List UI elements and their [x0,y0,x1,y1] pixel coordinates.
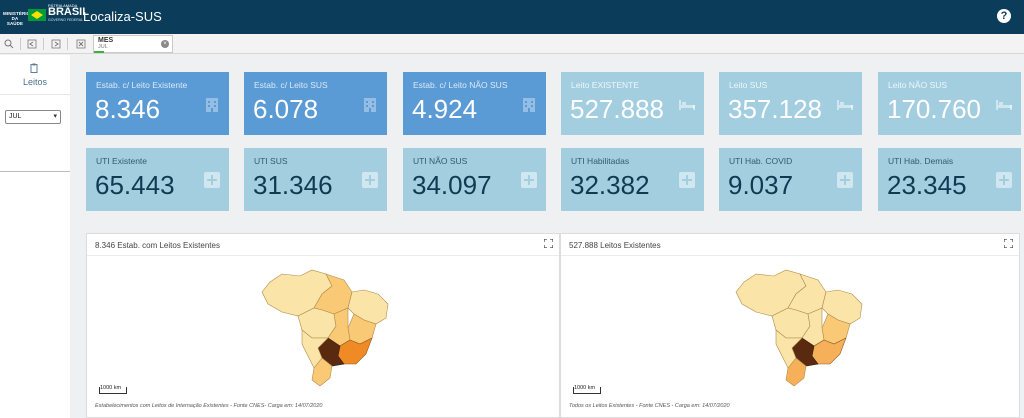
kpi-value: 4.924 [412,94,478,124]
bed-icon [837,100,853,110]
map-region-northeast [821,289,863,325]
clear-selection-icon[interactable]: × [161,40,169,48]
panel-footnote: Estabelecimentos com Leitos de Internaçã… [95,403,323,409]
kpi-card[interactable]: Estab. c/ Leito SUS 6.078 [244,72,387,135]
top-bar: MINISTÉRIO DA SAÚDE PÁTRIA AMADA BRASIL … [0,0,1024,34]
app-title: Localiza-SUS [83,9,162,24]
clear-selections-icon[interactable] [76,39,86,49]
plus-icon [362,172,378,188]
kpi-card[interactable]: UTI Habilitadas 32.382 [561,148,704,211]
hospital-icon [364,98,376,112]
kpi-label: Leito SUS [729,80,768,90]
bed-icon [679,100,695,110]
map-region-northeast [347,289,389,325]
sidebar-tab-leitos[interactable]: Leitos [0,55,70,95]
kpi-label: UTI Hab. COVID [729,156,793,166]
expand-icon[interactable] [544,239,553,248]
kpi-value: 8.346 [95,94,161,124]
step-forward-icon[interactable] [51,39,61,49]
bed-icon [996,100,1012,110]
kpi-label: Estab. c/ Leito SUS [254,80,328,90]
expand-icon[interactable] [1004,239,1013,248]
map-scale-bar [99,387,127,394]
kpi-label: UTI SUS [254,156,288,166]
ministry-logo-text: MINISTÉRIO DA SAÚDE [3,11,31,26]
kpi-label: UTI Habilitadas [571,156,630,166]
map-region-ms [775,329,803,369]
plus-icon [521,172,537,188]
kpi-value: 357.128 [728,94,822,124]
toolbar-divider [67,38,68,50]
kpi-card[interactable]: UTI SUS 31.346 [244,148,387,211]
current-selection-pill[interactable]: MES JUL × [93,35,173,53]
plus-icon [837,172,853,188]
kpi-value: 65.443 [95,170,175,200]
hospital-icon [523,98,535,112]
kpi-card[interactable]: Leito EXISTENTE 527.888 [561,72,704,135]
chevron-down-icon: ▾ [53,113,57,120]
map-scale-label: 1000 km [100,385,122,391]
selection-toolbar: MES JUL × [0,34,1024,54]
plus-icon [996,172,1012,188]
kpi-card[interactable]: Leito SUS 357.128 [719,72,862,135]
sidebar-divider [0,171,70,172]
kpi-value: 23.345 [887,170,967,200]
kpi-value: 32.382 [570,170,650,200]
governo-federal-text: GOVERNO FEDERAL [48,18,84,22]
kpi-value: 9.037 [728,170,794,200]
panel-divider [561,255,1019,256]
selection-field-name: MES [98,37,114,44]
kpi-label: UTI Existente [96,156,148,166]
help-icon[interactable]: ? [997,9,1011,23]
sidebar-tab-label: Leitos [22,77,48,87]
sidebar: Leitos JUL ▾ [0,55,70,418]
map-panel-beds[interactable]: 527.888 Leitos Existentes 1000 km Todos … [560,233,1020,418]
kpi-card[interactable]: Estab. c/ Leito Existente 8.346 [86,72,229,135]
toolbar-divider [20,38,21,50]
toolbar-divider [43,38,44,50]
kpi-label: Estab. c/ Leito Existente [96,80,188,90]
kpi-value: 527.888 [570,94,664,124]
kpi-label: Estab. c/ Leito NÃO SUS [413,80,508,90]
brasil-logo-text: BRASIL [48,6,89,18]
map-scale-label: 1000 km [574,385,596,391]
selection-indicator-bar [94,51,104,53]
brazil-choropleth-map[interactable] [726,264,866,389]
plus-icon [204,172,220,188]
kpi-card[interactable]: Leito NÃO SUS 170.760 [878,72,1021,135]
kpi-value: 6.078 [253,94,319,124]
kpi-card[interactable]: UTI Existente 65.443 [86,148,229,211]
brazil-choropleth-map[interactable] [252,264,392,389]
brazil-flag-icon [28,9,46,21]
panel-title: 527.888 Leitos Existentes [569,241,661,250]
kpi-card[interactable]: UTI NÃO SUS 34.097 [403,148,546,211]
kpi-label: UTI NÃO SUS [413,156,468,166]
kpi-label: Leito NÃO SUS [888,80,948,90]
panel-title: 8.346 Estab. com Leitos Existentes [95,241,220,250]
kpi-label: Leito EXISTENTE [571,80,640,90]
kpi-card[interactable]: UTI Hab. COVID 9.037 [719,148,862,211]
panel-footnote: Todos os Leitos Existentes - Fonte CNES … [569,403,730,409]
kpi-card[interactable]: UTI Hab. Demais 23.345 [878,148,1021,211]
kpi-value: 170.760 [887,94,981,124]
selection-field-value: JUL [98,44,108,50]
kpi-value: 31.346 [253,170,333,200]
map-scale-bar [573,387,601,394]
plus-icon [679,172,695,188]
step-back-icon[interactable] [27,39,37,49]
map-region-ms [301,329,329,369]
hospital-icon [206,98,218,112]
kpi-card[interactable]: Estab. c/ Leito NÃO SUS 4.924 [403,72,546,135]
kpi-value: 34.097 [412,170,492,200]
panel-divider [87,255,559,256]
map-panel-establishments[interactable]: 8.346 Estab. com Leitos Existentes 1000 … [86,233,560,418]
month-select-value: JUL [9,113,22,120]
kpi-label: UTI Hab. Demais [888,156,954,166]
patria-amada-text: PÁTRIA AMADA [48,3,78,8]
clipboard-icon [30,63,38,73]
smart-search-icon[interactable] [4,39,14,49]
month-select[interactable]: JUL ▾ [5,110,61,124]
